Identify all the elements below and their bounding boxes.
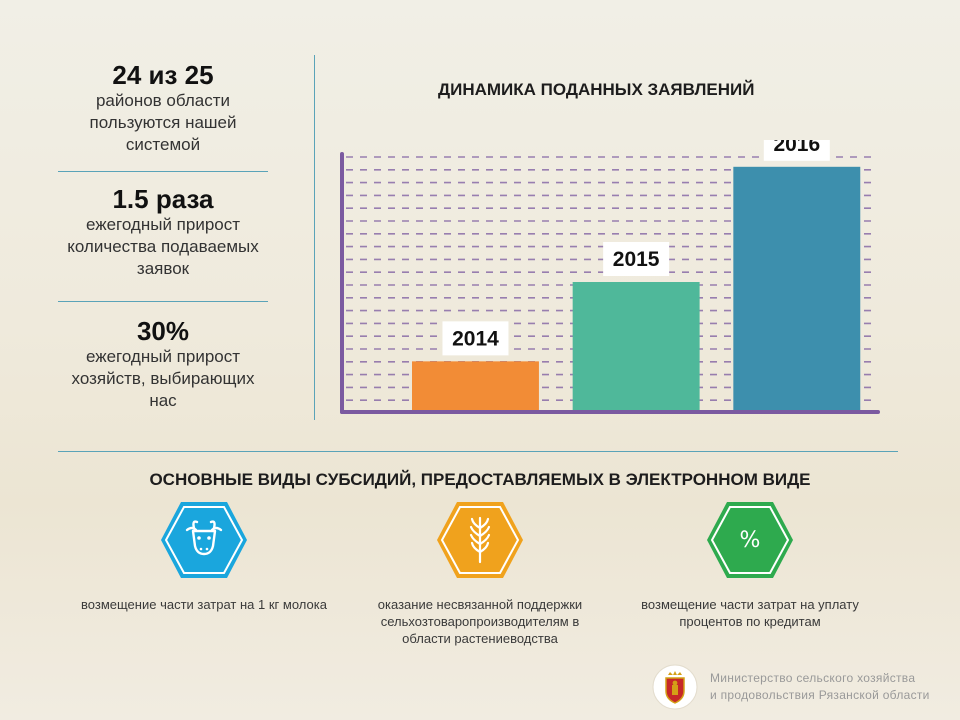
bar-label-2015: 2015 [613,248,660,271]
stat-districts: 24 из 25 районов области пользуются наше… [58,60,268,156]
stat-farms-value: 30% [136,316,190,346]
bar-2014 [412,361,539,410]
subsidy-crops: оказание несвязанной поддержки сельхозто… [355,500,605,647]
coat-of-arms-icon [652,664,698,710]
wheat-icon [437,502,523,578]
bar-label-bg-2016 [763,140,830,161]
bar-label-bg-2014 [442,321,509,356]
subsidy-credit: % возмещение части затрат на уплату проц… [625,500,875,630]
bar-2015 [572,282,700,410]
subsidies-title: ОСНОВНЫЕ ВИДЫ СУБСИДИЙ, ПРЕДОСТАВЛЯЕМЫХ … [149,470,811,489]
stat-growth-text: ежегодный прирост количества подаваемых … [67,215,259,278]
bar-label-2016: 2016 [773,140,820,156]
divider [58,301,268,302]
bar-label-2014: 2014 [452,327,499,350]
subsidy-credit-caption: возмещение части затрат на уплату процен… [641,597,859,629]
percent-symbol: % [740,528,761,553]
subsidy-crops-caption: оказание несвязанной поддержки сельхозто… [377,597,583,646]
footer: Министерство сельского хозяйства и продо… [652,664,930,710]
bar-2016 [733,166,861,410]
stat-growth: 1.5 раза ежегодный прирост количества по… [58,184,268,280]
ministry-line-2: и продовольствия Рязанской области [710,688,930,702]
stat-farms: 30% ежегодный прирост хозяйств, выбирающ… [58,316,268,412]
divider [58,171,268,172]
stat-farms-text: ежегодный прирост хозяйств, выбирающих н… [71,347,255,410]
bar-chart: 2014 2015 2016 [340,140,880,414]
subsidy-milk-caption: возмещение части затрат на 1 кг молока [81,597,327,612]
vertical-divider [314,55,315,420]
percent-icon: % [707,502,793,578]
chart-title: ДИНАМИКА ПОДАННЫХ ЗАЯВЛЕНИЙ [438,80,755,99]
cow-icon [161,502,247,578]
stat-growth-value: 1.5 раза [112,184,214,214]
bar-label-bg-2015 [603,242,670,276]
stat-districts-value: 24 из 25 [112,60,214,90]
ministry-line-1: Министерство сельского хозяйства [710,671,916,685]
subsidy-milk: возмещение части затрат на 1 кг молока [79,500,329,613]
stat-districts-text: районов области пользуются нашей системо… [89,91,237,154]
ministry-name: Министерство сельского хозяйства и продо… [710,670,930,704]
section-divider [58,451,898,452]
